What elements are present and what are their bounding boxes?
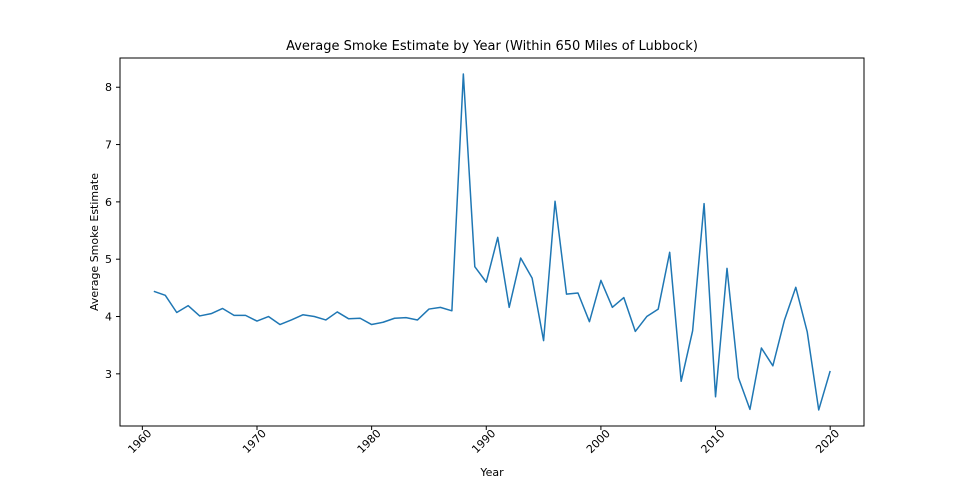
x-tick-label: 1980	[355, 427, 384, 456]
x-tick-label: 1990	[469, 427, 498, 456]
x-tick-label: 2000	[584, 427, 613, 456]
x-tick-label: 2020	[813, 427, 842, 456]
x-tick-label: 1970	[240, 427, 269, 456]
y-tick-label: 4	[105, 311, 112, 324]
y-axis: 3 4 5 6 7 8	[105, 81, 120, 381]
x-axis: 1960 1970 1980 1990 2000 2010 2020	[125, 426, 842, 456]
y-tick-label: 8	[105, 81, 112, 94]
chart-title: Average Smoke Estimate by Year (Within 6…	[286, 39, 698, 54]
y-tick-label: 6	[105, 196, 112, 209]
y-axis-label: Average Smoke Estimate	[88, 173, 101, 311]
x-tick-label: 2010	[699, 427, 728, 456]
y-tick-label: 3	[105, 368, 112, 381]
plot-area	[153, 73, 831, 411]
y-tick-label: 7	[105, 139, 112, 152]
plot-frame	[119, 57, 865, 427]
x-axis-label: Year	[479, 466, 504, 479]
y-tick-label: 5	[105, 253, 112, 266]
x-tick-label: 1960	[125, 427, 154, 456]
series-line	[153, 73, 831, 411]
